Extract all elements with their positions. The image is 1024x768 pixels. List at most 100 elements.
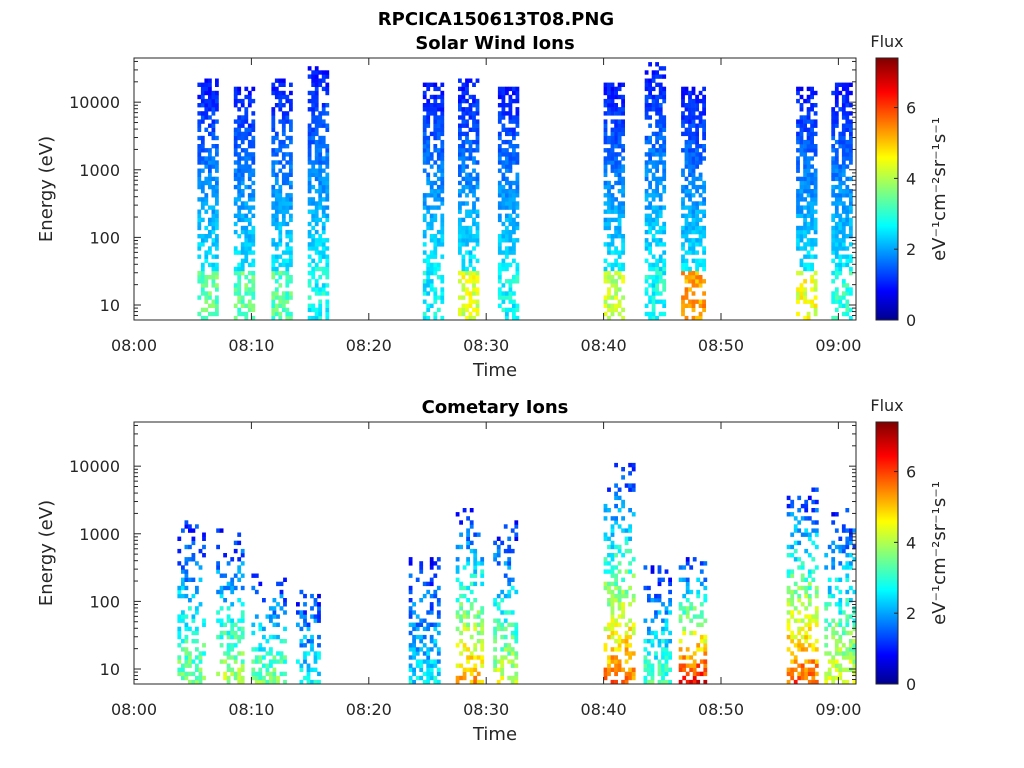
heatmap-cell bbox=[251, 315, 256, 321]
heatmap-cell bbox=[468, 258, 473, 263]
heatmap-cell bbox=[247, 197, 252, 202]
heatmap-cell bbox=[505, 127, 509, 132]
heatmap-cell bbox=[688, 160, 692, 165]
heatmap-cell bbox=[211, 94, 216, 100]
heatmap-cell bbox=[181, 663, 185, 668]
heatmap-cell bbox=[204, 283, 209, 288]
heatmap-cell bbox=[796, 131, 800, 137]
heatmap-cell bbox=[475, 135, 480, 141]
heatmap-cell bbox=[281, 144, 286, 149]
heatmap-cell bbox=[191, 593, 196, 599]
heatmap-cell bbox=[655, 213, 659, 218]
heatmap-cell bbox=[429, 266, 434, 272]
heatmap-cell bbox=[806, 209, 811, 214]
heatmap-cell bbox=[465, 291, 469, 296]
heatmap-cell bbox=[233, 246, 238, 251]
heatmap-cell bbox=[501, 184, 506, 190]
heatmap-cell bbox=[807, 598, 812, 603]
heatmap-cell bbox=[813, 311, 818, 317]
heatmap-cell bbox=[237, 123, 242, 128]
heatmap-cell bbox=[311, 213, 316, 218]
heatmap-cell bbox=[505, 205, 509, 210]
heatmap-cell bbox=[279, 606, 284, 611]
heatmap-cell bbox=[838, 144, 843, 149]
heatmap-cell bbox=[197, 127, 202, 132]
heatmap-cell bbox=[688, 213, 692, 218]
solar-wind-colorbar bbox=[875, 57, 899, 321]
heatmap-cell bbox=[849, 561, 853, 566]
heatmap-cell bbox=[681, 225, 685, 231]
heatmap-cell bbox=[211, 283, 216, 288]
heatmap-cell bbox=[621, 295, 625, 300]
heatmap-cell bbox=[702, 234, 706, 239]
heatmap-cell bbox=[831, 201, 836, 206]
heatmap-cell bbox=[691, 283, 696, 288]
heatmap-cell bbox=[603, 557, 608, 562]
heatmap-cell bbox=[682, 610, 687, 615]
cometary-x-label: Time bbox=[472, 724, 517, 745]
heatmap-cell bbox=[285, 275, 290, 280]
heatmap-cell bbox=[476, 671, 481, 677]
heatmap-cell bbox=[408, 598, 413, 603]
heatmap-cell bbox=[813, 131, 818, 137]
heatmap-cell bbox=[181, 647, 185, 652]
heatmap-cell bbox=[500, 626, 505, 632]
heatmap-cell bbox=[473, 622, 478, 627]
heatmap-cell bbox=[458, 270, 462, 276]
heatmap-cell bbox=[834, 115, 839, 120]
heatmap-cell bbox=[807, 516, 812, 521]
cometary-colorbar-title: Flux bbox=[870, 396, 903, 415]
heatmap-cell bbox=[644, 82, 649, 87]
heatmap-cell bbox=[226, 679, 231, 685]
heatmap-cell bbox=[607, 561, 611, 566]
heatmap-cell bbox=[689, 565, 694, 570]
heatmap-cell bbox=[458, 295, 462, 300]
heatmap-cell bbox=[204, 295, 209, 300]
heatmap-cell bbox=[475, 148, 480, 153]
heatmap-cell bbox=[244, 119, 249, 124]
heatmap-cell bbox=[325, 90, 330, 96]
heatmap-cell bbox=[426, 270, 431, 276]
heatmap-cell bbox=[664, 651, 669, 656]
heatmap-cell bbox=[648, 193, 652, 198]
heatmap-cell bbox=[233, 573, 238, 578]
heatmap-cell bbox=[223, 573, 227, 578]
heatmap-cell bbox=[265, 651, 270, 656]
heatmap-cell bbox=[473, 655, 478, 660]
heatmap-cell bbox=[462, 643, 467, 648]
heatmap-cell bbox=[664, 610, 669, 615]
heatmap-cell bbox=[505, 250, 509, 255]
heatmap-cell bbox=[223, 585, 227, 591]
heatmap-cell bbox=[306, 675, 311, 681]
heatmap-cell bbox=[501, 189, 506, 194]
heatmap-cell bbox=[684, 295, 689, 300]
heatmap-cell bbox=[251, 197, 256, 202]
heatmap-cell bbox=[796, 205, 800, 210]
heatmap-cell bbox=[834, 86, 839, 92]
heatmap-cell bbox=[226, 663, 231, 668]
heatmap-cell bbox=[247, 209, 252, 214]
heatmap-cell bbox=[433, 111, 438, 116]
heatmap-cell bbox=[433, 315, 438, 321]
heatmap-cell bbox=[237, 266, 242, 272]
heatmap-cell bbox=[617, 270, 622, 276]
heatmap-cell bbox=[211, 184, 216, 190]
heatmap-cell bbox=[215, 311, 219, 317]
heatmap-cell bbox=[461, 311, 466, 317]
heatmap-cell bbox=[607, 275, 611, 280]
heatmap-cell bbox=[278, 221, 283, 227]
heatmap-cell bbox=[810, 103, 814, 108]
heatmap-cell bbox=[505, 189, 509, 194]
heatmap-cell bbox=[215, 221, 219, 227]
heatmap-cell bbox=[433, 193, 438, 198]
heatmap-cell bbox=[655, 287, 659, 292]
heatmap-cell bbox=[226, 614, 231, 619]
heatmap-cell bbox=[684, 262, 689, 268]
heatmap-cell bbox=[303, 659, 307, 664]
heatmap-cell bbox=[610, 528, 615, 533]
heatmap-cell bbox=[654, 634, 658, 640]
heatmap-cell bbox=[684, 148, 689, 153]
heatmap-cell bbox=[208, 78, 212, 83]
heatmap-cell bbox=[461, 156, 466, 161]
heatmap-cell bbox=[311, 82, 316, 87]
